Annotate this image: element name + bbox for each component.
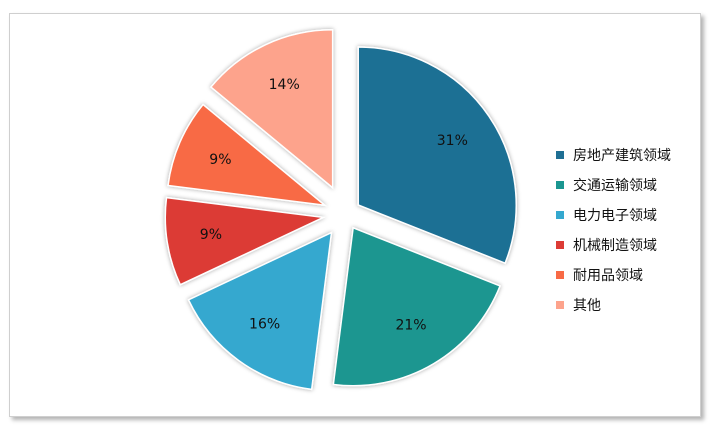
legend-swatch: [556, 241, 564, 249]
pie-slice: [358, 47, 516, 263]
slice-data-label: 9%: [200, 227, 222, 243]
legend-swatch: [556, 211, 564, 219]
slice-data-label: 21%: [395, 318, 426, 334]
legend-item: 交通运输领域: [556, 170, 671, 200]
legend-item: 房地产建筑领域: [556, 140, 671, 170]
legend-item: 电力电子领域: [556, 200, 671, 230]
legend-label: 机械制造领域: [573, 235, 657, 255]
legend-item: 机械制造领域: [556, 230, 671, 260]
legend: 房地产建筑领域 交通运输领域 电力电子领域 机械制造领域 耐用品领域其他: [556, 140, 671, 320]
legend-label: 其他: [573, 295, 601, 315]
legend-swatch: [556, 151, 564, 159]
legend-swatch: [556, 301, 564, 309]
legend-swatch: [556, 271, 564, 279]
slice-data-label: 16%: [249, 317, 280, 333]
legend-item: 耐用品领域: [556, 260, 671, 290]
legend-label: 交通运输领域: [573, 175, 657, 195]
legend-label: 房地产建筑领域: [573, 145, 671, 165]
legend-label: 耐用品领域: [573, 265, 643, 285]
legend-swatch: [556, 181, 564, 189]
chart-frame: 31% 21% 16% 9% 9% 14% 房地产建筑领域 交通运输领域 电力电子领域 机械制造…: [9, 13, 701, 417]
legend-item: 其他: [556, 290, 671, 320]
legend-label: 电力电子领域: [573, 205, 657, 225]
slice-data-label: 14%: [269, 77, 300, 93]
slice-data-label: 31%: [437, 133, 468, 149]
slice-data-label: 9%: [209, 152, 231, 168]
